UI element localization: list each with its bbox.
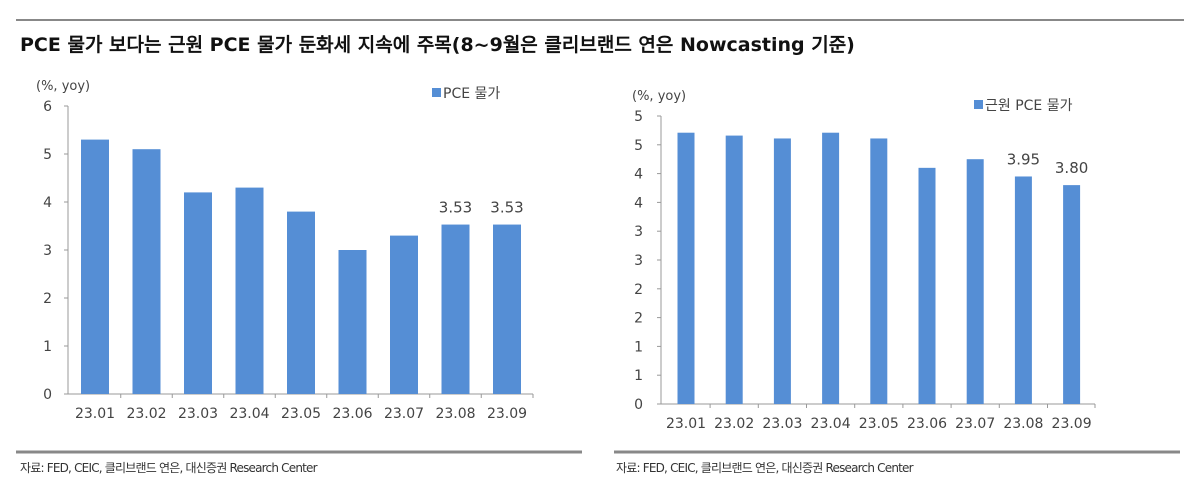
y-tick-label: 3 [634, 253, 643, 269]
bar-23.04 [822, 132, 840, 405]
x-tick-label: 23.06 [907, 416, 947, 432]
bar-23.05 [870, 138, 888, 405]
bar-23.03 [773, 138, 791, 405]
legend-swatch [974, 100, 983, 109]
data-label: 3.53 [490, 199, 523, 217]
y-tick-label: 4 [634, 195, 643, 211]
bar-23.02 [132, 149, 161, 394]
x-tick-label: 23.04 [229, 406, 269, 422]
y-tick-label: 4 [43, 195, 52, 211]
x-tick-label: 23.07 [384, 406, 424, 422]
bar-23.09 [493, 224, 521, 394]
x-tick-label: 23.05 [859, 416, 899, 432]
x-tick-label: 23.06 [332, 406, 372, 422]
bar-23.05 [287, 211, 315, 394]
x-tick-label: 23.08 [435, 406, 475, 422]
y-tick-label: 1 [43, 339, 52, 355]
bar-23.04 [235, 187, 264, 394]
data-label: 3.80 [1055, 159, 1088, 177]
source-right: 자료: FED, CEIC, 클리브랜드 연은, 대신증권 Research C… [616, 461, 914, 475]
y-tick-label: 2 [634, 311, 643, 327]
x-tick-label: 23.02 [126, 406, 166, 422]
bar-23.06 [918, 167, 936, 404]
y-tick-label: 1 [634, 339, 643, 355]
x-tick-label: 23.01 [75, 406, 115, 422]
bar-23.03 [184, 192, 212, 394]
x-tick-label: 23.02 [714, 416, 754, 432]
legend-label: 근원 PCE 물가 [985, 98, 1073, 114]
y-tick-label: 1 [634, 368, 643, 384]
unit-label: (%, yoy) [36, 79, 90, 94]
y-tick-label: 5 [634, 109, 643, 125]
bar-23.01 [677, 132, 695, 405]
y-tick-label: 3 [634, 224, 643, 240]
x-tick-label: 23.05 [281, 406, 321, 422]
y-tick-label: 6 [43, 99, 52, 115]
y-tick-label: 2 [634, 282, 643, 298]
bar-23.08 [441, 224, 470, 394]
figure-title: PCE 물가 보다는 근원 PCE 물가 둔화세 지속에 주목(8~9월은 클리… [20, 34, 855, 56]
y-tick-label: 3 [43, 243, 52, 259]
bar-23.09 [1063, 185, 1081, 404]
y-tick-label: 0 [43, 387, 52, 403]
legend-label: PCE 물가 [443, 86, 500, 102]
source-left: 자료: FED, CEIC, 클리브랜드 연은, 대신증권 Research C… [20, 461, 318, 475]
unit-label: (%, yoy) [632, 89, 686, 104]
x-tick-label: 23.01 [666, 416, 706, 432]
y-tick-label: 5 [634, 138, 643, 154]
bar-23.01 [81, 139, 109, 394]
x-tick-label: 23.03 [762, 416, 802, 432]
x-tick-label: 23.09 [1052, 416, 1092, 432]
bar-23.07 [966, 159, 984, 404]
chart-core-pce: (%, yoy) 근원 PCE 물가 0 1 1 2 2 3 3 4 4 5 5 23.01 23.02 23… [632, 89, 1096, 432]
x-tick-label: 23.03 [178, 406, 218, 422]
y-tick-label: 5 [43, 147, 52, 163]
bar-23.08 [1014, 176, 1032, 404]
data-label: 3.53 [439, 199, 472, 217]
chart-pce: (%, yoy) PCE 물가 0 1 2 3 4 5 6 23.01 23.02 23.03 23.0… [36, 79, 534, 422]
bar-23.06 [338, 250, 367, 394]
x-tick-label: 23.09 [487, 406, 527, 422]
legend-swatch [432, 88, 441, 97]
x-tick-label: 23.07 [955, 416, 995, 432]
y-tick-label: 4 [634, 167, 643, 183]
x-tick-label: 23.08 [1003, 416, 1043, 432]
data-label: 3.95 [1007, 150, 1040, 168]
y-tick-label: 0 [634, 397, 643, 413]
x-tick-label: 23.04 [811, 416, 851, 432]
y-tick-label: 2 [43, 291, 52, 307]
bar-23.07 [390, 235, 418, 394]
bar-23.02 [725, 135, 743, 405]
